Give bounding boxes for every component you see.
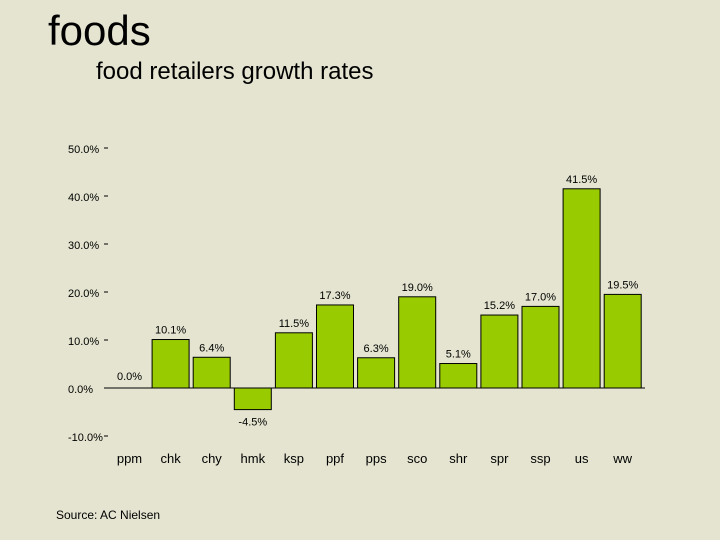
bars (151, 188, 642, 411)
x-tick-label-ppm: ppm (117, 451, 142, 466)
data-labels: 0.0% 10.1% 6.4% -4.5% 11.5% 17.3% 6.3% 19.0% 5.1… (117, 174, 639, 429)
x-axis-labels: ppm chk chy hmk ksp ppf pps sco shr spr ssp us ww (117, 451, 633, 466)
slide-title: foods (48, 7, 151, 54)
data-label-sco: 19.0% (402, 282, 433, 294)
data-label-shr: 5.1% (446, 349, 471, 361)
data-label-chk: 10.1% (155, 325, 186, 337)
bar-ppf (316, 304, 354, 389)
bar-ksp (274, 332, 313, 389)
data-label-us: 41.5% (566, 174, 597, 186)
x-tick-label-pps: pps (366, 451, 387, 466)
x-tick-label-hmk: hmk (241, 451, 266, 466)
data-label-ppm: 0.0% (117, 371, 142, 383)
data-label-chy: 6.4% (199, 342, 224, 354)
x-tick-label-spr: spr (490, 451, 509, 466)
x-tick-label-ksp: ksp (284, 451, 304, 466)
bar-shr (439, 363, 478, 389)
y-tick-label: 40.0% (68, 192, 99, 204)
y-tick-label: 20.0% (68, 288, 99, 300)
data-label-spr: 15.2% (484, 300, 515, 312)
x-tick-label-ppf: ppf (326, 451, 344, 466)
data-label-pps: 6.3% (364, 343, 389, 355)
x-tick-label-chy: chy (202, 451, 223, 466)
bar-ww (603, 293, 642, 389)
bar-pps (357, 357, 396, 389)
y-axis: 50.0% 40.0% 30.0% 20.0% 10.0% 0.0% -10.0% (68, 144, 645, 444)
x-tick-label-sco: sco (407, 451, 427, 466)
data-label-ksp: 11.5% (279, 318, 310, 330)
bar-ssp (521, 305, 560, 389)
x-tick-label-shr: shr (449, 451, 468, 466)
x-tick-label-ww: ww (612, 451, 632, 466)
y-tick-label: 50.0% (68, 144, 99, 156)
bar-spr (480, 314, 519, 389)
data-label-hmk: -4.5% (238, 417, 267, 429)
y-tick-label: 0.0% (68, 384, 93, 396)
bar-us (562, 188, 601, 389)
y-tick-label: 30.0% (68, 240, 99, 252)
data-label-ppf: 17.3% (319, 290, 350, 302)
data-label-ssp: 17.0% (525, 291, 556, 303)
source-note: Source: AC Nielsen (56, 508, 161, 522)
x-tick-label-chk: chk (160, 451, 181, 466)
data-label-ww: 19.5% (607, 279, 638, 291)
bar-chy (192, 356, 231, 389)
x-tick-label-us: us (575, 451, 589, 466)
bar-sco (398, 296, 437, 389)
y-tick-label: -10.0% (68, 432, 103, 444)
bar-hmk (233, 387, 272, 411)
slide-subtitle: food retailers growth rates (96, 58, 374, 85)
bar-chk (151, 339, 190, 389)
y-tick-label: 10.0% (68, 336, 99, 348)
x-tick-label-ssp: ssp (530, 451, 550, 466)
